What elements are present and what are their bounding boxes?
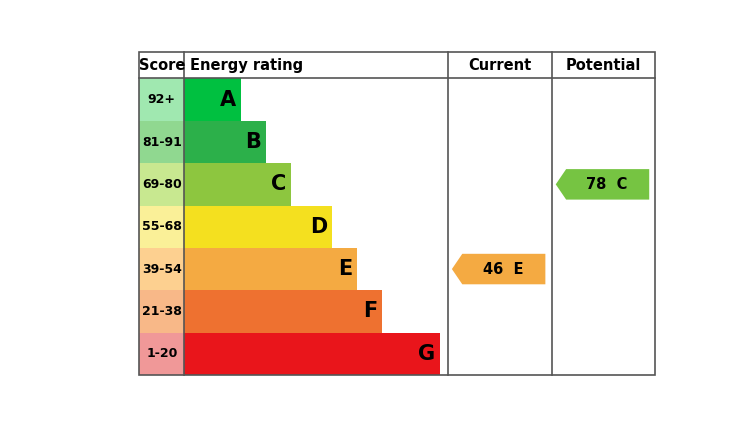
- Text: 92+: 92+: [147, 93, 176, 106]
- Text: Score: Score: [139, 58, 185, 72]
- Bar: [139, 163, 184, 206]
- Bar: [139, 248, 184, 290]
- Bar: [139, 206, 184, 248]
- Bar: [139, 290, 184, 332]
- Polygon shape: [452, 254, 545, 284]
- Text: 46  E: 46 E: [483, 261, 523, 277]
- Text: F: F: [363, 302, 377, 321]
- Text: Energy rating: Energy rating: [191, 58, 304, 72]
- Text: C: C: [271, 174, 286, 194]
- Text: D: D: [310, 217, 327, 237]
- Text: 55-68: 55-68: [142, 220, 182, 233]
- Text: G: G: [418, 344, 435, 364]
- Text: 78  C: 78 C: [586, 177, 627, 192]
- Bar: [139, 79, 184, 121]
- Text: A: A: [220, 90, 237, 110]
- Bar: [184, 121, 266, 163]
- Text: B: B: [245, 132, 261, 152]
- Bar: [184, 79, 241, 121]
- Text: 21-38: 21-38: [142, 305, 182, 318]
- Bar: [139, 332, 184, 375]
- Bar: [184, 163, 291, 206]
- Text: Current: Current: [468, 58, 531, 72]
- Bar: [184, 206, 332, 248]
- Text: 69-80: 69-80: [142, 178, 182, 191]
- Bar: [184, 332, 440, 375]
- Polygon shape: [556, 169, 649, 200]
- Text: Potential: Potential: [566, 58, 641, 72]
- Text: 39-54: 39-54: [142, 263, 182, 275]
- Text: E: E: [338, 259, 352, 279]
- Bar: [184, 290, 382, 332]
- Bar: [139, 121, 184, 163]
- Text: 81-91: 81-91: [142, 135, 182, 148]
- Text: 1-20: 1-20: [146, 347, 177, 360]
- Bar: [184, 248, 357, 290]
